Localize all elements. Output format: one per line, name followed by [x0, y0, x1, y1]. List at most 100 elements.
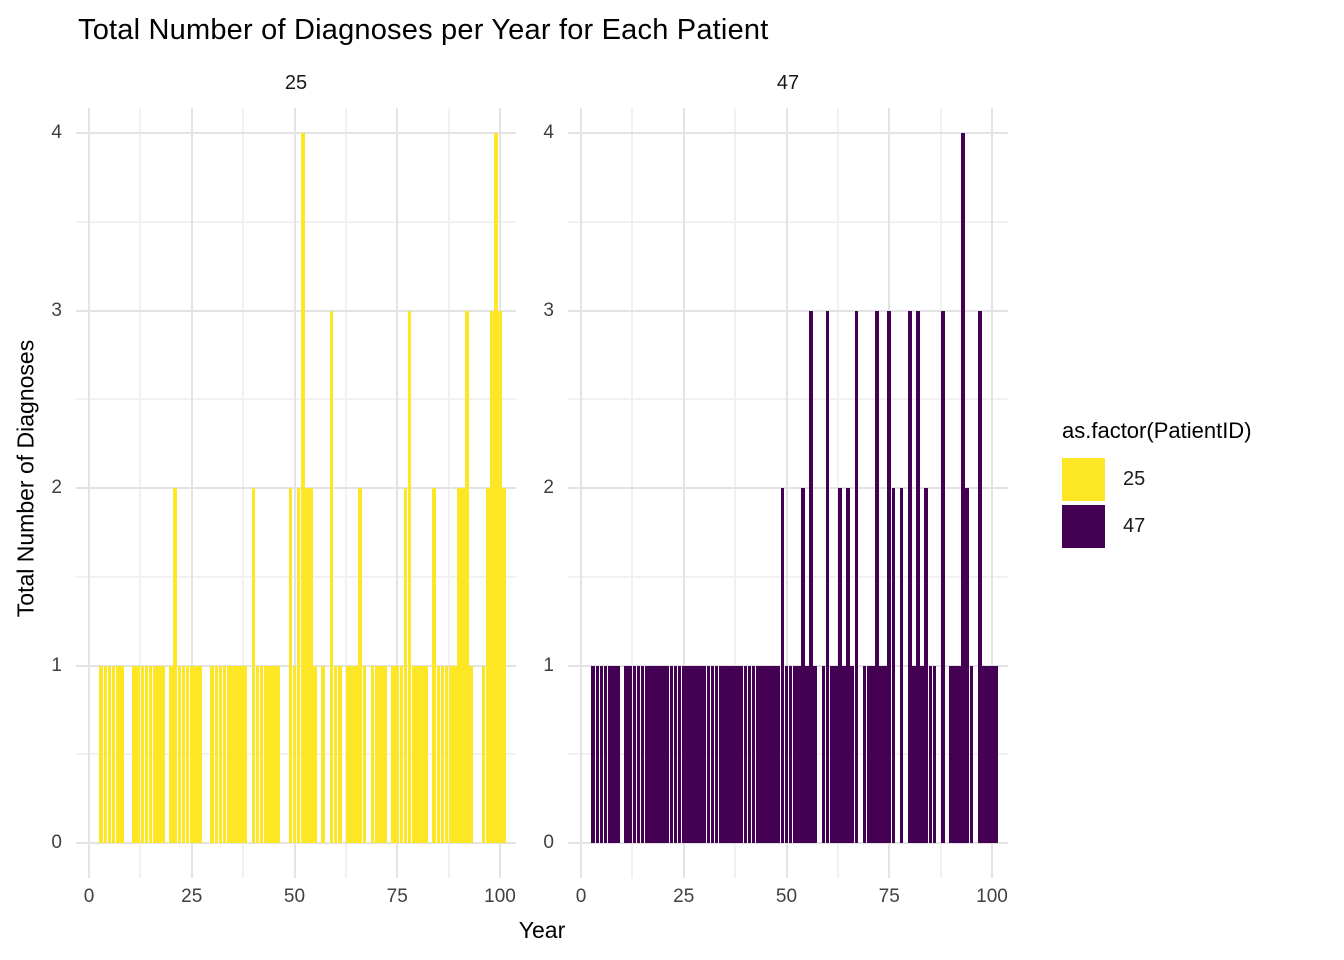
- diagnosis-bar: [994, 665, 998, 843]
- diagnosis-bar: [300, 133, 305, 843]
- diagnosis-bar: [461, 488, 465, 843]
- diagnosis-bar: [378, 665, 383, 843]
- diagnosis-bar: [161, 665, 165, 843]
- diagnosis-bar: [751, 665, 756, 843]
- diagnosis-bar: [681, 665, 686, 843]
- diagnosis-bar: [916, 310, 920, 843]
- y-major-gridline: [76, 487, 516, 489]
- diagnosis-bar: [346, 665, 350, 843]
- diagnosis-bar: [764, 665, 768, 843]
- diagnosis-bar: [842, 665, 846, 843]
- diagnosis-bar: [644, 665, 649, 843]
- diagnosis-bar: [640, 665, 645, 843]
- diagnosis-bar: [862, 665, 867, 843]
- diagnosis-bar: [706, 665, 711, 843]
- diagnosis-bar: [875, 310, 879, 843]
- diagnosis-bar: [599, 665, 604, 843]
- facet-panel-patient-47: [568, 108, 1008, 878]
- diagnosis-bar: [883, 665, 887, 843]
- diagnosis-bar: [899, 488, 904, 843]
- diagnosis-bar: [981, 665, 986, 843]
- diagnosis-bar: [825, 310, 830, 843]
- diagnosis-bar: [111, 665, 116, 843]
- x-minor-gridline: [631, 108, 634, 878]
- diagnosis-bar: [115, 665, 120, 843]
- y-minor-gridline: [76, 220, 516, 223]
- diagnosis-bar: [809, 310, 813, 843]
- diagnosis-bar: [231, 665, 235, 843]
- x-major-gridline: [190, 108, 193, 878]
- y-tick-label: 3: [51, 299, 62, 321]
- y-minor-gridline: [568, 575, 1008, 578]
- y-tick-label: 4: [543, 122, 554, 143]
- diagnosis-bar: [177, 665, 182, 843]
- y-tick-label: 2: [543, 477, 554, 498]
- diagnosis-bar: [218, 665, 223, 843]
- diagnosis-bar: [374, 665, 379, 843]
- diagnosis-bar: [965, 488, 970, 843]
- diagnosis-bar: [879, 665, 883, 843]
- diagnosis-bar: [329, 310, 334, 843]
- diagnosis-bar: [144, 665, 149, 843]
- diagnosis-bar: [838, 488, 842, 843]
- diagnosis-bar: [866, 665, 871, 843]
- diagnosis-bar: [891, 488, 896, 843]
- diagnosis-bar: [784, 665, 789, 843]
- diagnosis-bar: [743, 665, 748, 843]
- diagnosis-bar: [304, 488, 309, 843]
- x-tick-label: 25: [181, 886, 203, 907]
- diagnosis-bar: [739, 665, 744, 843]
- diagnosis-bar: [846, 488, 850, 843]
- x-minor-gridline: [734, 108, 737, 878]
- diagnosis-bar: [710, 665, 715, 843]
- diagnosis-bar: [723, 665, 727, 843]
- diagnosis-bar: [136, 665, 141, 843]
- diagnosis-bar: [616, 665, 620, 843]
- diagnosis-bar: [772, 665, 776, 843]
- y-minor-gridline: [76, 575, 516, 578]
- diagnosis-bar: [333, 665, 338, 843]
- diagnosis-bar: [440, 665, 445, 843]
- y-major-gridline: [568, 487, 1008, 489]
- diagnosis-bar: [932, 665, 937, 843]
- diagnosis-bar: [103, 665, 108, 843]
- legend-entry-25: 25: [1062, 458, 1252, 501]
- x-minor-gridline: [836, 108, 839, 878]
- diagnosis-bar: [969, 665, 974, 843]
- diagnosis-bar: [735, 665, 740, 843]
- diagnosis-bar: [833, 665, 838, 843]
- legend-swatch-25-icon: [1062, 458, 1105, 501]
- facet-strip-label-25: 25: [284, 72, 308, 94]
- diagnosis-bar: [796, 665, 801, 843]
- legend-entry-label: 25: [1123, 468, 1146, 490]
- diagnosis-bar: [403, 488, 408, 843]
- diagnosis-bar: [780, 488, 785, 843]
- diagnosis-bar: [940, 310, 945, 843]
- x-tick-label: 75: [386, 886, 408, 907]
- diagnosis-bar: [665, 665, 670, 843]
- x-major-gridline: [580, 108, 582, 878]
- diagnosis-bar: [148, 665, 153, 843]
- diagnosis-bar: [358, 488, 363, 843]
- x-tick-label: 75: [878, 886, 900, 907]
- diagnosis-bar: [185, 665, 190, 843]
- diagnosis-bar: [801, 488, 805, 843]
- y-tick-label: 4: [51, 122, 62, 143]
- diagnosis-bar: [181, 665, 186, 843]
- diagnosis-bar: [928, 665, 933, 843]
- diagnosis-bar: [292, 665, 297, 843]
- facet-strip-label-47: 47: [776, 72, 800, 94]
- diagnosis-bar: [694, 665, 698, 843]
- x-tick-label: 50: [775, 886, 798, 907]
- diagnosis-bar: [603, 665, 608, 843]
- diagnosis-bar: [628, 665, 633, 843]
- y-major-gridline: [568, 132, 1008, 134]
- diagnosis-bar: [444, 665, 449, 843]
- diagnosis-bar: [788, 665, 793, 843]
- legend-title: as.factor(PatientID): [1062, 418, 1252, 443]
- diagnosis-bar: [296, 488, 301, 843]
- diagnosis-bar: [309, 488, 313, 843]
- diagnosis-bar: [714, 665, 719, 843]
- diagnosis-bar: [887, 310, 892, 843]
- chart-title: Total Number of Diagnoses per Year for E…: [78, 14, 769, 46]
